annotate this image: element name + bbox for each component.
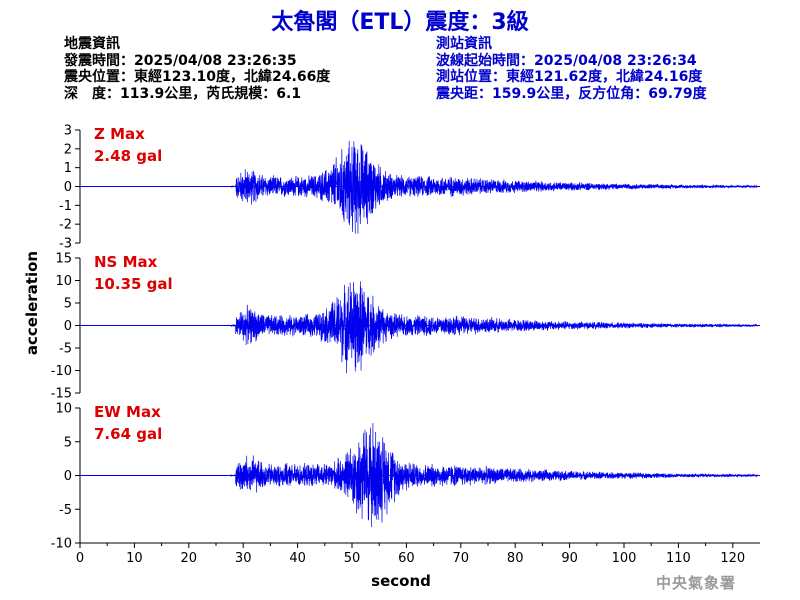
y-tick-label-ew: 0: [64, 469, 72, 484]
station-location: 測站位置：東經121.62度，北緯24.16度: [436, 69, 703, 85]
x-tick-label: 10: [126, 551, 143, 566]
cwa-watermark: 中央氣象署: [656, 574, 737, 592]
x-tick-label: 110: [666, 551, 691, 566]
y-tick-label-ew: 10: [55, 402, 72, 417]
station-info-heading: 測站資訊: [436, 36, 492, 52]
max-label-ew: EW Max: [94, 403, 161, 421]
y-tick-label-z: 3: [64, 124, 72, 139]
x-tick-label: 120: [720, 551, 745, 566]
waveform-ns: [229, 281, 758, 374]
quake-info-heading: 地震資訊: [64, 36, 120, 52]
epicentral-distance: 震央距：159.9公里，反方位角：69.79度: [436, 85, 707, 102]
y-tick-label-ew: 5: [64, 435, 72, 450]
quake-info: 地震資訊 發震時間：2025/04/08 23:26:35 震央位置：東經123…: [64, 36, 330, 102]
y-tick-label-z: -2: [59, 218, 72, 233]
max-value-z: 2.48 gal: [94, 147, 162, 165]
y-tick-label-z: 1: [64, 161, 72, 176]
origin-time: 發震時間：2025/04/08 23:26:35: [64, 52, 297, 69]
y-tick-label-z: 0: [64, 180, 72, 195]
y-tick-label-ew: -10: [51, 537, 72, 552]
max-label-z: Z Max: [94, 125, 145, 143]
max-value-ew: 7.64 gal: [94, 425, 162, 443]
epicenter-location: 震央位置：東經123.10度，北緯24.66度: [64, 69, 331, 85]
x-tick-label: 40: [289, 551, 306, 566]
x-tick-label: 60: [398, 551, 415, 566]
y-tick-label-z: -1: [59, 199, 72, 214]
y-tick-label-ns: -5: [59, 342, 72, 357]
y-tick-label-ns: -15: [51, 387, 72, 402]
y-tick-label-ns: 10: [55, 274, 72, 289]
x-tick-label: 50: [344, 551, 361, 566]
max-value-ns: 10.35 gal: [94, 275, 173, 293]
x-tick-label: 80: [507, 551, 524, 566]
x-tick-label: 0: [76, 551, 84, 566]
y-tick-label-ns: 0: [64, 319, 72, 334]
x-tick-label: 100: [612, 551, 637, 566]
waveform-z: [230, 140, 758, 234]
x-tick-label: 30: [235, 551, 252, 566]
x-tick-label: 90: [561, 551, 578, 566]
y-tick-label-z: -3: [59, 237, 72, 252]
chart-title: 太魯閣（ETL）震度：3級: [271, 10, 529, 35]
waveform-ew: [229, 423, 758, 528]
y-tick-label-ns: -10: [51, 364, 72, 379]
x-tick-label: 20: [181, 551, 198, 566]
max-label-ns: NS Max: [94, 253, 158, 271]
wave-start-time: 波線起始時間：2025/04/08 23:26:34: [436, 52, 697, 69]
y-tick-label-ns: 15: [55, 252, 72, 267]
station-info: 測站資訊 波線起始時間：2025/04/08 23:26:34 測站位置：東經1…: [436, 36, 707, 102]
y-axis-label: acceleration: [23, 251, 41, 355]
x-tick-label: 70: [453, 551, 470, 566]
x-axis-label: second: [371, 572, 431, 590]
y-tick-label-ns: 5: [64, 297, 72, 312]
y-tick-label-z: 2: [64, 142, 72, 157]
y-tick-label-ew: -5: [59, 503, 72, 518]
depth-magnitude: 深 度：113.9公里，芮氏規模：6.1: [64, 85, 302, 102]
